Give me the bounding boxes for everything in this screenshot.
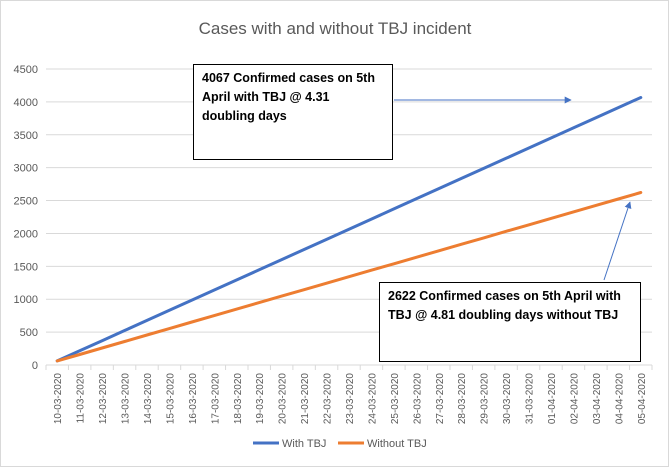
x-tick-label: 21-03-2020 — [300, 373, 311, 425]
x-tick-label: 24-03-2020 — [367, 373, 378, 425]
y-tick-label: 2000 — [14, 228, 38, 240]
x-axis: 10-03-2020 11-03-2020 12-03-2020 13-03-2020… — [45, 365, 653, 425]
y-tick-label: 1000 — [14, 294, 38, 306]
x-tick-label: 31-03-2020 — [525, 373, 536, 425]
x-tick-label: 19-03-2020 — [255, 373, 266, 425]
x-tick-label: 12-03-2020 — [98, 373, 109, 425]
annotation-without-tbj: 2622 Confirmed cases on 5th April with T… — [379, 282, 641, 362]
y-tick-label: 4500 — [14, 64, 38, 76]
series-line-without-tbj — [55, 191, 643, 363]
annotation-arrows — [394, 96, 632, 281]
x-tick-label: 22-03-2020 — [323, 373, 334, 425]
x-tick-label: 03-04-2020 — [592, 373, 603, 425]
x-tick-label: 18-03-2020 — [233, 373, 244, 425]
x-tick-label: 02-04-2020 — [569, 373, 580, 425]
x-tick-label: 11-03-2020 — [76, 373, 87, 424]
x-tick-label: 17-03-2020 — [210, 373, 221, 425]
x-tick-label: 29-03-2020 — [480, 373, 491, 425]
legend-label: Without TBJ — [367, 438, 427, 450]
x-tick-label: 14-03-2020 — [143, 373, 154, 425]
x-tick-label: 05-04-2020 — [637, 373, 648, 425]
y-tick-label: 4000 — [14, 97, 38, 109]
legend-label: With TBJ — [282, 438, 326, 450]
x-tick-label: 16-03-2020 — [188, 373, 199, 425]
x-tick-label: 30-03-2020 — [502, 373, 513, 425]
x-tick-label: 25-03-2020 — [390, 373, 401, 425]
x-tick-label: 28-03-2020 — [457, 373, 468, 425]
x-tick-label: 26-03-2020 — [412, 373, 423, 425]
series-line-with-tbj — [55, 96, 643, 363]
x-tick-label: 27-03-2020 — [435, 373, 446, 425]
x-tick-label: 01-04-2020 — [547, 373, 558, 425]
series-lines — [55, 96, 643, 363]
chart-title: Cases with and without TBJ incident — [199, 19, 472, 38]
x-tick-label: 15-03-2020 — [165, 373, 176, 425]
x-tick-label: 10-03-2020 — [53, 373, 64, 425]
y-tick-label: 500 — [20, 327, 38, 339]
arrow-without-tbj — [603, 201, 632, 281]
x-tick-label: 04-04-2020 — [614, 373, 625, 425]
y-tick-label: 1500 — [14, 261, 38, 273]
annotation-with-tbj: 4067 Confirmed cases on 5th April with T… — [193, 64, 393, 160]
legend: With TBJ Without TBJ — [253, 438, 427, 450]
x-tick-label: 20-03-2020 — [278, 373, 289, 425]
y-axis: 0 500 1000 1500 2000 2500 3000 3500 4000 4500 — [14, 64, 38, 372]
y-tick-label: 0 — [32, 360, 38, 372]
y-tick-label: 3500 — [14, 130, 38, 142]
x-tick-label: 13-03-2020 — [121, 373, 132, 425]
x-tick-label: 23-03-2020 — [345, 373, 356, 425]
y-tick-label: 3000 — [14, 163, 38, 175]
y-tick-label: 2500 — [14, 196, 38, 208]
